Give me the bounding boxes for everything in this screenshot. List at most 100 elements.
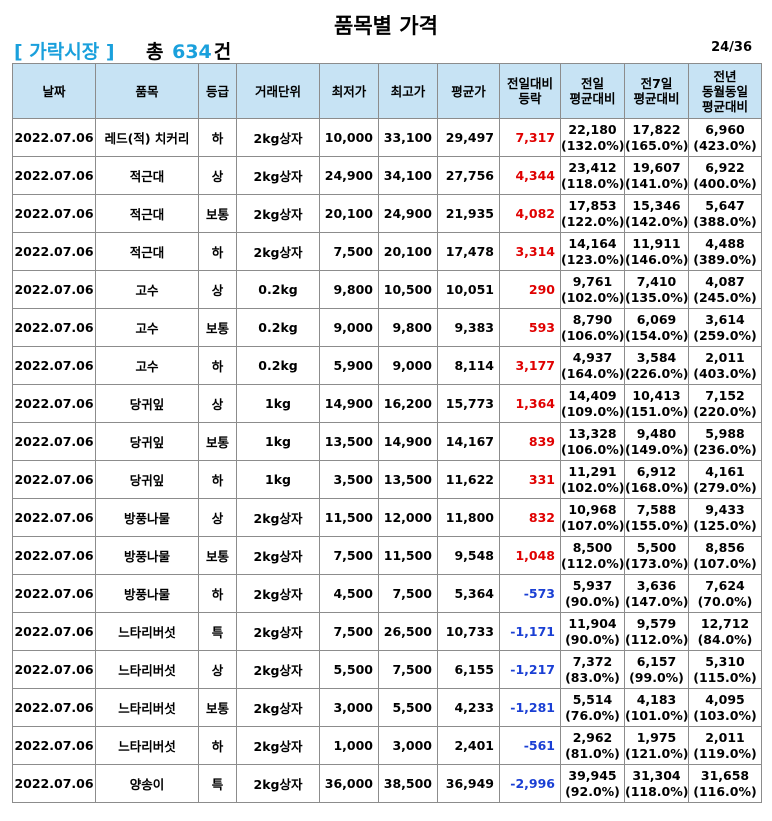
- cell-max-price: 38,500: [378, 764, 438, 803]
- cell-unit: 1kg: [236, 422, 320, 461]
- cell-max-price: 12,000: [378, 498, 438, 537]
- cell-unit: 1kg: [236, 460, 320, 499]
- cell-prev-day-avg-value: 8,500: [572, 539, 613, 555]
- cell-date: 2022.07.06: [12, 574, 96, 613]
- cell-prev-day-avg-value: 17,853: [568, 197, 617, 213]
- cell-date: 2022.07.06: [12, 270, 96, 309]
- cell-prev-day-avg-percent: (90.0%): [565, 631, 620, 647]
- cell-prev-year-avg: 2,011 (403.0%): [688, 346, 762, 385]
- cell-prev-day-avg: 7,372 (83.0%): [560, 650, 625, 689]
- table-row: 2022.07.06 당귀잎 하 1kg 3,500 13,500 11,622 331 11,…: [12, 460, 762, 499]
- cell-prev-week-avg: 9,579 (112.0%): [624, 612, 689, 651]
- cell-prev-day-avg-percent: (112.0%): [561, 555, 625, 571]
- cell-grade: 특: [198, 764, 237, 803]
- cell-prev-week-avg-percent: (121.0%): [625, 745, 689, 761]
- cell-item: 느타리버섯: [95, 612, 199, 651]
- cell-prev-week-avg-value: 15,346: [632, 197, 681, 213]
- cell-prev-week-avg-value: 6,157: [636, 653, 677, 669]
- cell-prev-year-avg-percent: (119.0%): [693, 745, 757, 761]
- cell-prev-year-avg-value: 6,922: [705, 159, 745, 175]
- cell-unit: 2kg상자: [236, 764, 320, 803]
- cell-min-price: 14,900: [319, 384, 379, 423]
- cell-unit: 0.2kg: [236, 308, 320, 347]
- cell-item: 방풍나물: [95, 536, 199, 575]
- cell-prev-year-avg-percent: (236.0%): [693, 441, 757, 457]
- cell-max-price: 16,200: [378, 384, 438, 423]
- header-item: 품목: [95, 63, 199, 119]
- cell-avg-price: 6,155: [437, 650, 500, 689]
- cell-avg-price: 5,364: [437, 574, 500, 613]
- cell-avg-price: 15,773: [437, 384, 500, 423]
- cell-prev-year-avg-value: 7,152: [705, 387, 745, 403]
- cell-day-change: 593: [499, 308, 561, 347]
- cell-prev-week-avg: 4,183 (101.0%): [624, 688, 689, 727]
- cell-date: 2022.07.06: [12, 194, 96, 233]
- cell-prev-day-avg-percent: (122.0%): [561, 213, 625, 229]
- cell-prev-day-avg-value: 39,945: [568, 767, 617, 783]
- cell-day-change: 4,344: [499, 156, 561, 195]
- cell-prev-week-avg-percent: (99.0%): [629, 669, 684, 685]
- cell-prev-year-avg-value: 5,310: [705, 653, 745, 669]
- cell-prev-day-avg-value: 9,761: [572, 273, 613, 289]
- cell-prev-year-avg: 31,658 (116.0%): [688, 764, 762, 803]
- cell-avg-price: 21,935: [437, 194, 500, 233]
- cell-prev-week-avg: 9,480 (149.0%): [624, 422, 689, 461]
- cell-grade: 상: [198, 156, 237, 195]
- cell-grade: 상: [198, 270, 237, 309]
- cell-prev-year-avg: 7,624 (70.0%): [688, 574, 762, 613]
- cell-date: 2022.07.06: [12, 346, 96, 385]
- cell-prev-day-avg-percent: (107.0%): [561, 517, 625, 533]
- cell-unit: 0.2kg: [236, 346, 320, 385]
- page-indicator: 24/36: [711, 40, 752, 55]
- cell-prev-week-avg: 17,822 (165.0%): [624, 118, 689, 157]
- cell-grade: 특: [198, 612, 237, 651]
- cell-avg-price: 8,114: [437, 346, 500, 385]
- cell-prev-day-avg-value: 14,164: [568, 235, 617, 251]
- cell-min-price: 7,500: [319, 612, 379, 651]
- cell-grade: 보통: [198, 536, 237, 575]
- cell-max-price: 7,500: [378, 574, 438, 613]
- cell-max-price: 11,500: [378, 536, 438, 575]
- cell-prev-year-avg: 12,712 (84.0%): [688, 612, 762, 651]
- cell-item: 당귀잎: [95, 384, 199, 423]
- cell-avg-price: 27,756: [437, 156, 500, 195]
- cell-prev-year-avg-percent: (245.0%): [693, 289, 757, 305]
- header-prev-year-avg: 전년 동월동일 평균대비: [688, 63, 762, 119]
- cell-avg-price: 11,622: [437, 460, 500, 499]
- cell-prev-day-avg-value: 11,904: [568, 615, 617, 631]
- cell-prev-year-avg-percent: (279.0%): [693, 479, 757, 495]
- cell-prev-week-avg-value: 7,410: [636, 273, 677, 289]
- cell-prev-day-avg: 23,412 (118.0%): [560, 156, 625, 195]
- cell-prev-day-avg: 5,514 (76.0%): [560, 688, 625, 727]
- cell-prev-year-avg-percent: (389.0%): [693, 251, 757, 267]
- cell-grade: 하: [198, 232, 237, 271]
- cell-item: 당귀잎: [95, 460, 199, 499]
- cell-max-price: 13,500: [378, 460, 438, 499]
- cell-avg-price: 10,051: [437, 270, 500, 309]
- cell-prev-day-avg: 8,500 (112.0%): [560, 536, 625, 575]
- cell-prev-day-avg-value: 2,962: [572, 729, 613, 745]
- cell-prev-day-avg-percent: (92.0%): [565, 783, 620, 799]
- cell-prev-year-avg-percent: (125.0%): [693, 517, 757, 533]
- cell-date: 2022.07.06: [12, 156, 96, 195]
- cell-prev-day-avg: 2,962 (81.0%): [560, 726, 625, 765]
- cell-item: 느타리버섯: [95, 688, 199, 727]
- cell-prev-week-avg-value: 6,069: [636, 311, 677, 327]
- cell-unit: 2kg상자: [236, 612, 320, 651]
- cell-item: 적근대: [95, 194, 199, 233]
- cell-day-change: 7,317: [499, 118, 561, 157]
- price-table: 날짜 품목 등급 거래단위 최저가 최고가 평균가 전일대비 등락 전일 평균대…: [12, 63, 762, 803]
- cell-item: 고수: [95, 270, 199, 309]
- cell-unit: 2kg상자: [236, 726, 320, 765]
- cell-unit: 2kg상자: [236, 194, 320, 233]
- cell-prev-week-avg-percent: (154.0%): [625, 327, 689, 343]
- cell-prev-week-avg: 5,500 (173.0%): [624, 536, 689, 575]
- cell-prev-year-avg-value: 6,960: [705, 121, 745, 137]
- cell-prev-year-avg: 4,087 (245.0%): [688, 270, 762, 309]
- cell-prev-day-avg: 10,968 (107.0%): [560, 498, 625, 537]
- cell-date: 2022.07.06: [12, 726, 96, 765]
- cell-prev-day-avg-value: 13,328: [568, 425, 617, 441]
- market-name: [ 가락시장 ]: [14, 41, 115, 63]
- cell-grade: 하: [198, 726, 237, 765]
- cell-prev-week-avg: 3,636 (147.0%): [624, 574, 689, 613]
